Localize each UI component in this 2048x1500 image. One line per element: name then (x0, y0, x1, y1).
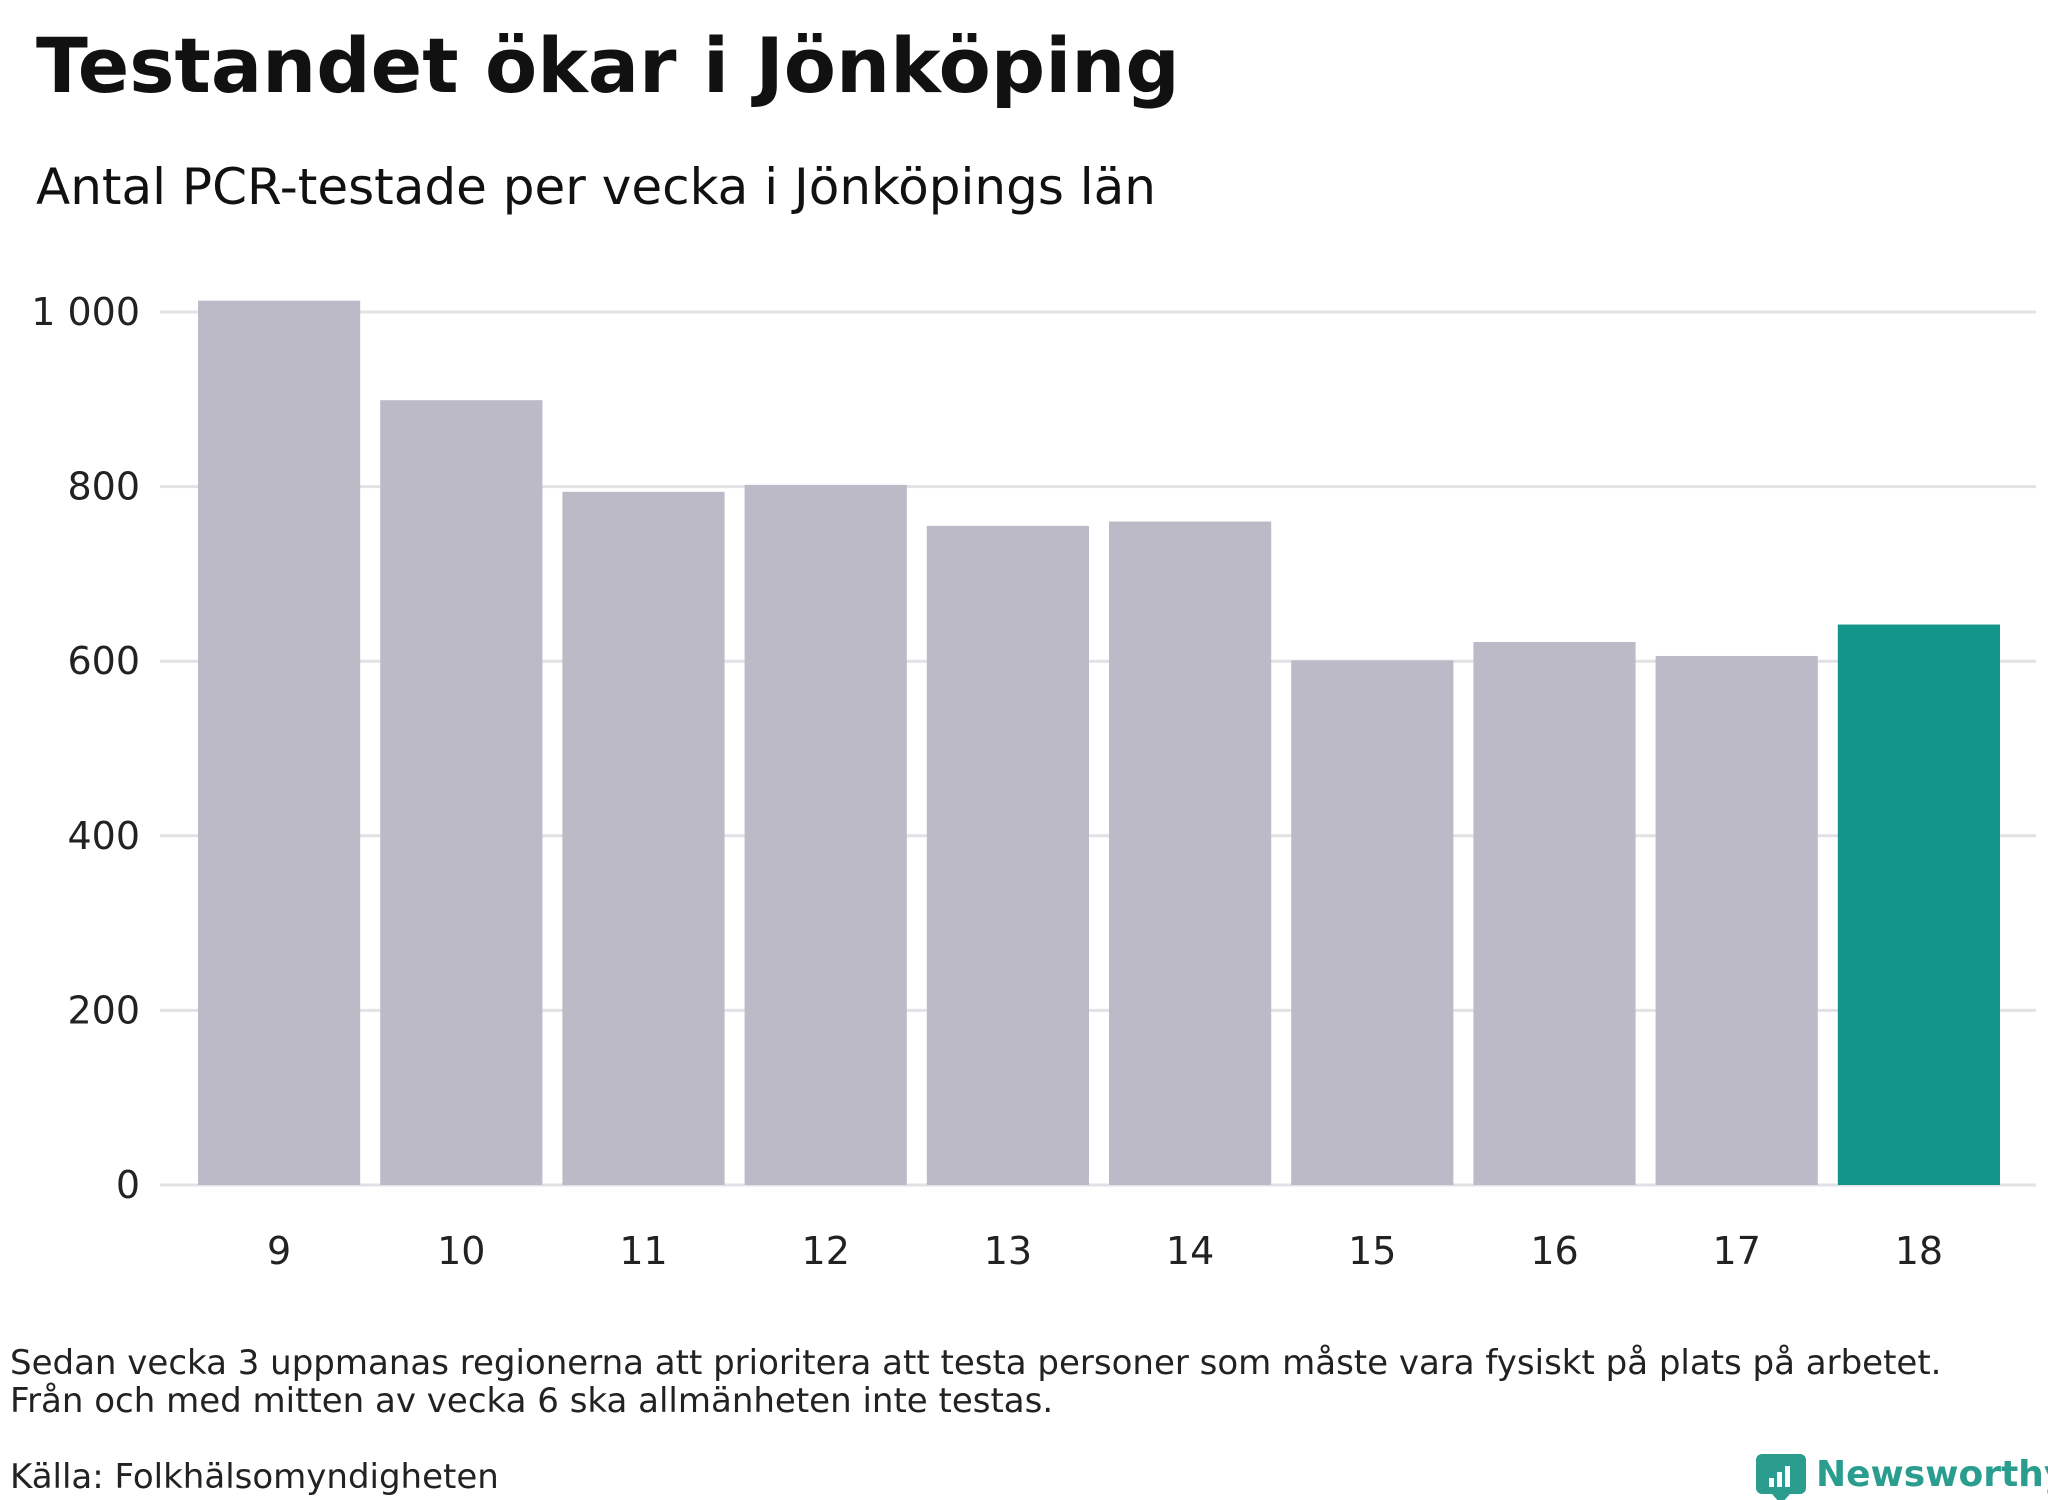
y-tick-label: 400 (67, 814, 140, 858)
bar-week-9 (198, 300, 361, 1185)
bar-chart-pin-icon (1756, 1454, 1806, 1500)
chart-title: Testandet ökar i Jönköping (36, 21, 1180, 110)
bar-week-18 (1837, 624, 2000, 1185)
bar-week-10 (380, 400, 543, 1186)
bar-week-12 (744, 484, 907, 1185)
x-tick-label: 12 (802, 1229, 850, 1273)
bar-week-16 (1473, 641, 1636, 1185)
bar-week-14 (1109, 521, 1272, 1185)
y-tick-label: 800 (67, 465, 140, 509)
bar-week-17 (1655, 655, 1818, 1185)
x-tick-label: 9 (267, 1229, 291, 1273)
x-tick-label: 17 (1713, 1229, 1761, 1273)
x-tick-label: 16 (1530, 1229, 1578, 1273)
footnote-line-1: Sedan vecka 3 uppmanas regionerna att pr… (10, 1343, 1941, 1383)
x-tick-label: 13 (984, 1229, 1032, 1273)
x-tick-label: 14 (1166, 1229, 1214, 1273)
brand-name: Newsworthy (1816, 1454, 2048, 1495)
bar-week-13 (926, 525, 1089, 1185)
bars (198, 300, 2000, 1186)
source-text: Källa: Folkhälsomyndigheten (10, 1457, 499, 1497)
y-tick-label: 200 (67, 988, 140, 1032)
x-tick-label: 18 (1895, 1229, 1943, 1273)
bar-week-15 (1291, 660, 1454, 1185)
x-tick-label: 11 (619, 1229, 667, 1273)
y-tick-label: 600 (67, 639, 140, 683)
bar-week-11 (562, 491, 725, 1185)
x-axis-ticks: 9 10 11 12 13 14 15 16 17 18 (267, 1229, 1943, 1273)
footnote-line-2: Från och med mitten av vecka 6 ska allmä… (10, 1381, 1053, 1421)
x-tick-label: 15 (1348, 1229, 1396, 1273)
chart-subtitle: Antal PCR-testade per vecka i Jönköpings… (36, 158, 1156, 216)
y-axis-ticks: 0 200 400 600 800 1 000 (31, 290, 140, 1207)
newsworthy-logo: Newsworthy (1756, 1454, 2048, 1500)
y-tick-label: 0 (116, 1163, 140, 1207)
y-tick-label: 1 000 (31, 290, 140, 334)
x-tick-label: 10 (437, 1229, 485, 1273)
